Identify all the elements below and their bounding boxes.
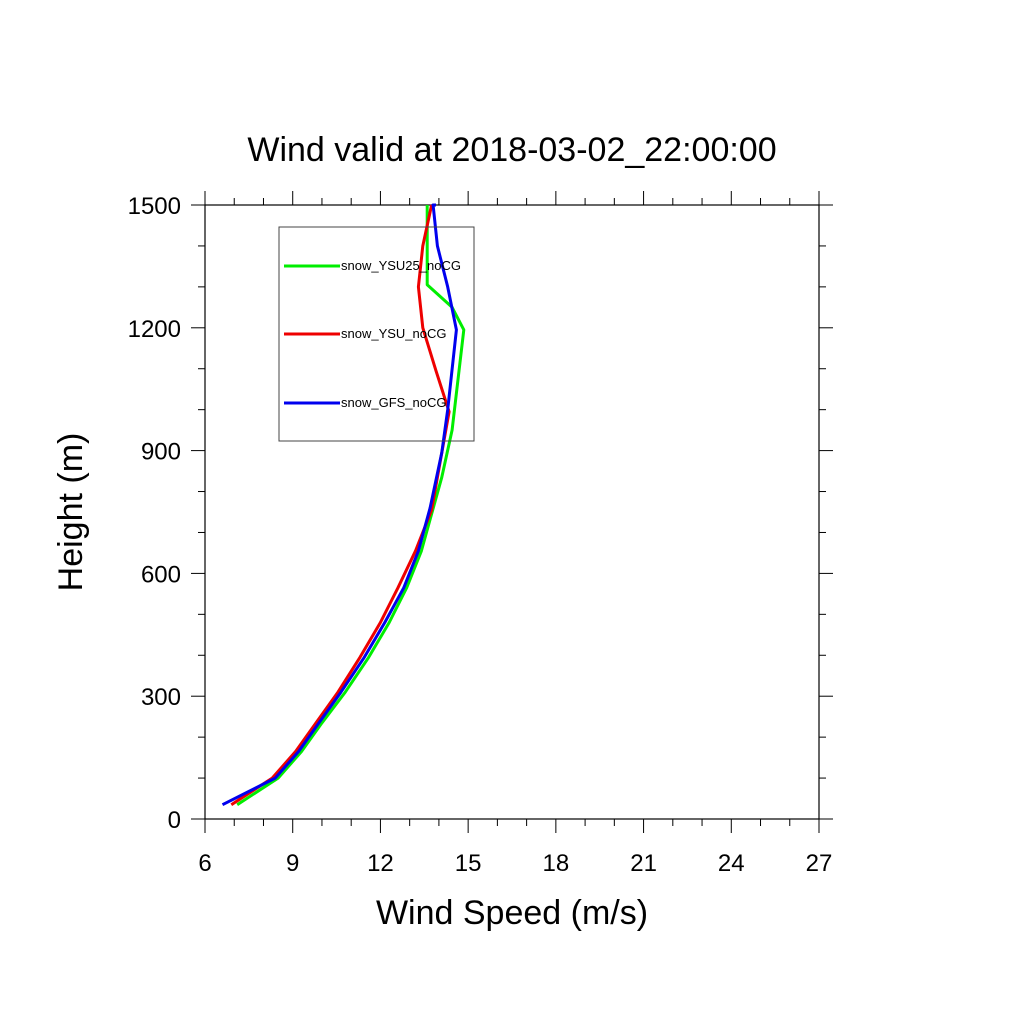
plot-frame xyxy=(204,204,820,820)
y-tick-label: 1200 xyxy=(128,316,181,343)
x-tick-label: 27 xyxy=(806,850,833,877)
y-tick-label: 600 xyxy=(141,561,181,588)
series-line-2 xyxy=(230,204,451,806)
x-tick-label: 6 xyxy=(198,850,211,877)
series-line-3 xyxy=(221,203,458,807)
legend-box xyxy=(278,226,475,442)
x-axis-ticks: 6 9 12 15 18 21 24 27 xyxy=(198,191,832,877)
legend-label-3: snow_GFS_noCG xyxy=(341,395,447,410)
x-tick-label: 24 xyxy=(718,850,745,877)
x-tick-label: 12 xyxy=(367,850,394,877)
x-tick-label: 9 xyxy=(286,850,299,877)
x-axis-label: Wind Speed (m/s) xyxy=(376,894,648,932)
y-axis-ticks: 0 300 600 900 1200 1500 xyxy=(128,193,833,834)
chart-title: Wind valid at 2018-03-02_22:00:00 xyxy=(247,131,776,169)
plot-border xyxy=(204,204,820,820)
legend-label-1: snow_YSU25_noCG xyxy=(341,258,461,273)
y-axis-label: Height (m) xyxy=(52,433,90,592)
x-tick-label: 15 xyxy=(455,850,482,877)
x-tick-label: 21 xyxy=(630,850,657,877)
legend-label-2: snow_YSU_noCG xyxy=(341,326,447,341)
y-tick-label: 1500 xyxy=(128,193,181,220)
series-lines xyxy=(221,203,466,807)
legend: snow_YSU25_noCG snow_YSU_noCG snow_GFS_noC… xyxy=(278,226,475,442)
y-tick-label: 900 xyxy=(141,439,181,466)
series-line-1 xyxy=(236,205,466,806)
x-tick-label: 18 xyxy=(543,850,570,877)
y-tick-label: 300 xyxy=(141,684,181,711)
y-tick-label: 0 xyxy=(168,807,181,834)
